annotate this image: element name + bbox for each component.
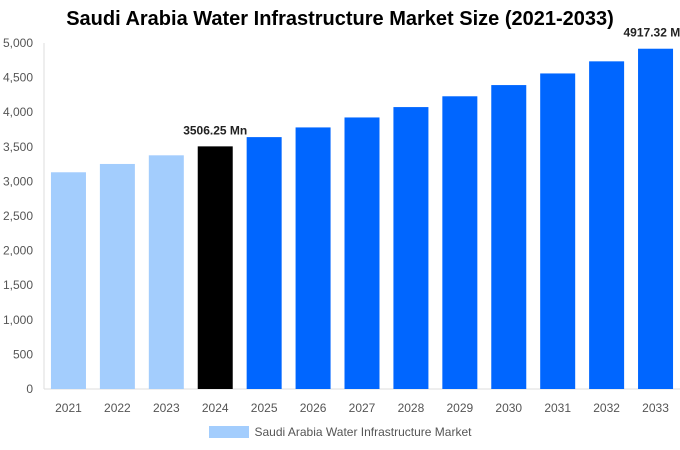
y-tick-label: 2,500 <box>3 209 33 223</box>
x-tick-label: 2032 <box>593 401 620 415</box>
y-tick-label: 3,000 <box>3 174 33 188</box>
bar-2023 <box>148 155 184 389</box>
bar-2026 <box>295 127 331 389</box>
legend-swatch <box>208 426 249 438</box>
x-tick-label: 2031 <box>544 401 571 415</box>
x-tick-label: 2026 <box>300 401 327 415</box>
x-tick-label: 2023 <box>153 401 180 415</box>
bar-2021 <box>50 172 86 389</box>
bar-2030 <box>491 85 527 389</box>
bar-2022 <box>99 163 135 389</box>
y-tick-label: 500 <box>13 347 33 361</box>
chart-title: Saudi Arabia Water Infrastructure Market… <box>66 8 614 30</box>
x-tick-label: 2029 <box>446 401 473 415</box>
y-tick-label: 5,000 <box>3 36 33 50</box>
x-tick-label: 2021 <box>55 401 82 415</box>
x-tick-label: 2024 <box>202 401 229 415</box>
bar-2025 <box>246 137 282 389</box>
x-tick-label: 2028 <box>398 401 425 415</box>
bar-2028 <box>393 107 429 390</box>
bar-2029 <box>442 96 478 389</box>
x-tick-label: 2033 <box>642 401 669 415</box>
data-label-2033: 4917.32 Mn <box>624 26 680 40</box>
bar-2033 <box>638 48 674 389</box>
x-tick-label: 2030 <box>495 401 522 415</box>
bar-2031 <box>540 73 576 389</box>
bar-2027 <box>344 117 380 389</box>
x-tick-label: 2025 <box>251 401 278 415</box>
y-tick-label: 1,000 <box>3 313 33 327</box>
y-tick-label: 3,500 <box>3 140 33 154</box>
bar-2024 <box>197 146 233 389</box>
y-tick-label: 4,000 <box>3 105 33 119</box>
y-tick-label: 1,500 <box>3 278 33 292</box>
legend-label: Saudi Arabia Water Infrastructure Market <box>254 425 472 439</box>
y-tick-label: 4,500 <box>3 71 33 85</box>
data-label-2024: 3506.25 Mn <box>183 123 247 137</box>
bar-2032 <box>589 61 625 389</box>
legend: Saudi Arabia Water Infrastructure Market <box>0 425 680 439</box>
x-tick-label: 2027 <box>349 401 376 415</box>
y-tick-label: 0 <box>26 382 33 396</box>
y-tick-label: 2,000 <box>3 244 33 258</box>
x-tick-label: 2022 <box>104 401 131 415</box>
